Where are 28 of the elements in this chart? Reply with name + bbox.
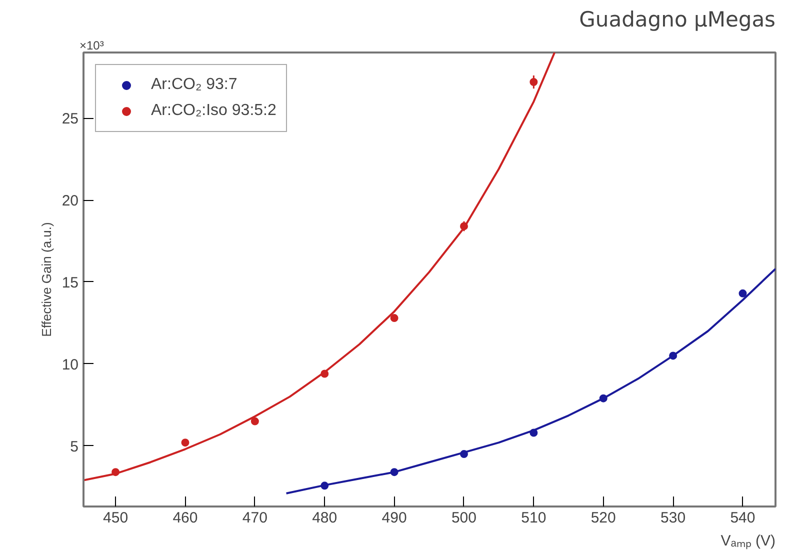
y-tick-label: 5 bbox=[70, 438, 78, 456]
y-axis-title: Effective Gain (a.u.) bbox=[38, 222, 54, 337]
x-tick-label: 510 bbox=[521, 510, 546, 526]
legend-label: Ar:CO₂ 93:7 bbox=[151, 76, 238, 94]
x-tick-label: 480 bbox=[312, 510, 338, 526]
y-tick-label: 10 bbox=[62, 356, 79, 374]
x-tick-label: 450 bbox=[103, 510, 128, 526]
point bbox=[181, 438, 190, 447]
line-series bbox=[285, 268, 776, 494]
y-tick-label: 15 bbox=[62, 274, 79, 292]
point bbox=[530, 78, 538, 86]
y-tick-label: 25 bbox=[62, 110, 79, 128]
x-tick-label: 530 bbox=[660, 510, 686, 526]
legend-label: Ar:CO₂:Iso 93:5:2 bbox=[151, 102, 276, 120]
text: ×10³ bbox=[80, 38, 104, 52]
line-series bbox=[84, 52, 556, 482]
x-tick-label: 460 bbox=[172, 510, 198, 526]
x-axis-title: Vₐₘₚ (V) bbox=[720, 532, 776, 550]
point bbox=[738, 289, 747, 298]
x-tick-label: 540 bbox=[730, 510, 756, 526]
point bbox=[390, 314, 398, 322]
x-tick-label: 520 bbox=[590, 510, 616, 526]
x-tick-label: 500 bbox=[451, 510, 477, 526]
chart-title: Guadagno µMegas bbox=[579, 8, 776, 32]
point bbox=[250, 417, 259, 426]
x-tick-label: 470 bbox=[242, 510, 268, 526]
y-tick-label: 20 bbox=[62, 192, 79, 210]
x-tick-label: 490 bbox=[382, 510, 407, 526]
